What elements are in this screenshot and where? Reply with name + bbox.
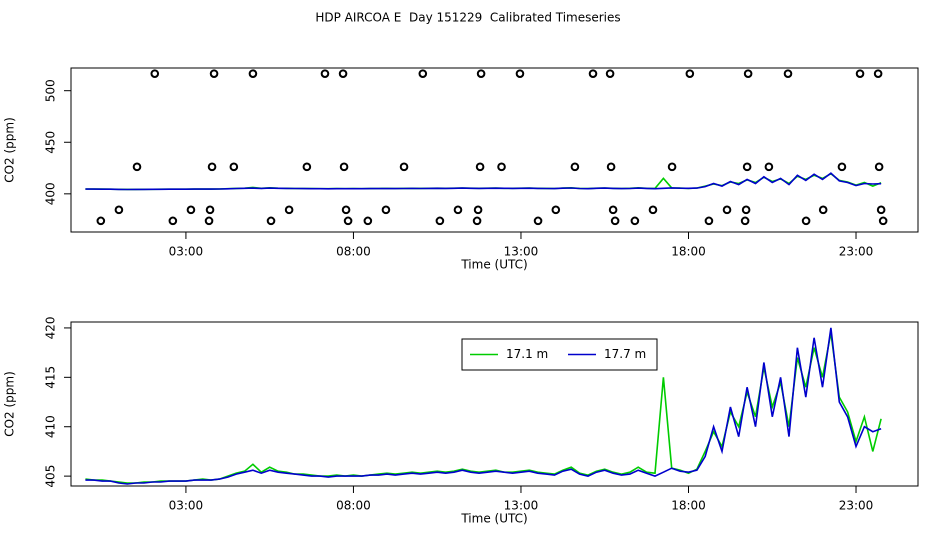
y-tick-label: 500 (44, 79, 58, 102)
y-axis-label: CO2 (ppm) (3, 371, 17, 437)
point (764, 162, 774, 172)
point (418, 69, 428, 78)
point (630, 216, 640, 226)
point (741, 205, 751, 215)
series-line (85, 332, 882, 484)
point (818, 205, 828, 215)
point (209, 69, 219, 78)
x-tick-label: 13:00 (504, 499, 539, 513)
point (204, 216, 214, 226)
point (570, 162, 580, 172)
plot-frame (70, 321, 919, 487)
point (363, 216, 373, 226)
point (605, 69, 615, 78)
plot-frame (70, 67, 919, 233)
y-tick-label: 450 (44, 131, 58, 154)
y-tick-label: 400 (44, 182, 58, 205)
point (497, 162, 506, 172)
point (476, 69, 486, 78)
point (722, 205, 732, 215)
series-line (85, 172, 882, 191)
point (855, 69, 865, 78)
y-tick-label: 405 (44, 465, 58, 488)
point (475, 162, 485, 172)
legend: 17.1 m 17.7 m (461, 338, 658, 371)
point (606, 162, 616, 172)
point (399, 162, 409, 172)
x-tick-label: 18:00 (671, 499, 706, 513)
point (168, 216, 178, 226)
point (648, 205, 658, 215)
point (229, 162, 239, 172)
point (339, 162, 349, 172)
y-tick-label: 410 (44, 415, 58, 438)
x-tick-label: 03:00 (169, 245, 204, 259)
point (783, 69, 793, 78)
x-tick-label: 23:00 (839, 499, 874, 513)
point (473, 205, 483, 215)
point (472, 216, 482, 226)
x-tick-label: 18:00 (671, 245, 706, 259)
x-tick-label: 13:00 (504, 245, 539, 259)
x-axis-label: Time (UTC) (460, 258, 527, 272)
point (114, 205, 124, 215)
x-tick-label: 08:00 (336, 499, 371, 513)
point (453, 205, 463, 215)
x-tick-label: 23:00 (839, 245, 874, 259)
point (837, 162, 847, 172)
point (685, 69, 695, 78)
y-tick-label: 415 (44, 366, 58, 389)
point (132, 162, 142, 172)
point (284, 205, 294, 215)
y-tick-label: 420 (44, 316, 58, 339)
x-axis-label: Time (UTC) (460, 512, 527, 526)
x-tick-label: 08:00 (336, 245, 371, 259)
point (874, 162, 884, 172)
point (533, 216, 543, 226)
point (435, 216, 445, 226)
point (515, 69, 525, 78)
y-axis-label: CO2 (ppm) (3, 117, 17, 183)
point (343, 216, 353, 226)
point (551, 205, 561, 215)
x-tick-label: 03:00 (169, 499, 204, 513)
point (186, 205, 196, 215)
point (873, 69, 883, 78)
point (381, 205, 391, 215)
point (338, 69, 348, 78)
point (610, 216, 620, 226)
point (207, 162, 217, 172)
point (667, 162, 677, 172)
series-line (85, 172, 882, 191)
point (588, 69, 598, 78)
point (150, 69, 160, 78)
point (742, 162, 752, 172)
point (740, 216, 750, 226)
point (302, 162, 312, 172)
legend-box (461, 338, 658, 371)
point (743, 69, 753, 78)
page-title: HDP AIRCOA E Day 151229 Calibrated Times… (315, 11, 620, 25)
point (320, 69, 330, 78)
point (266, 216, 276, 226)
legend-label: 17.7 m (604, 347, 646, 361)
series-line (85, 327, 882, 485)
point (248, 69, 258, 78)
point (801, 216, 811, 226)
legend-label: 17.1 m (506, 347, 548, 361)
point (878, 216, 888, 226)
point (96, 216, 106, 226)
point (205, 205, 215, 215)
point (876, 205, 886, 215)
point (608, 205, 618, 215)
point (341, 205, 351, 215)
point (704, 216, 714, 226)
